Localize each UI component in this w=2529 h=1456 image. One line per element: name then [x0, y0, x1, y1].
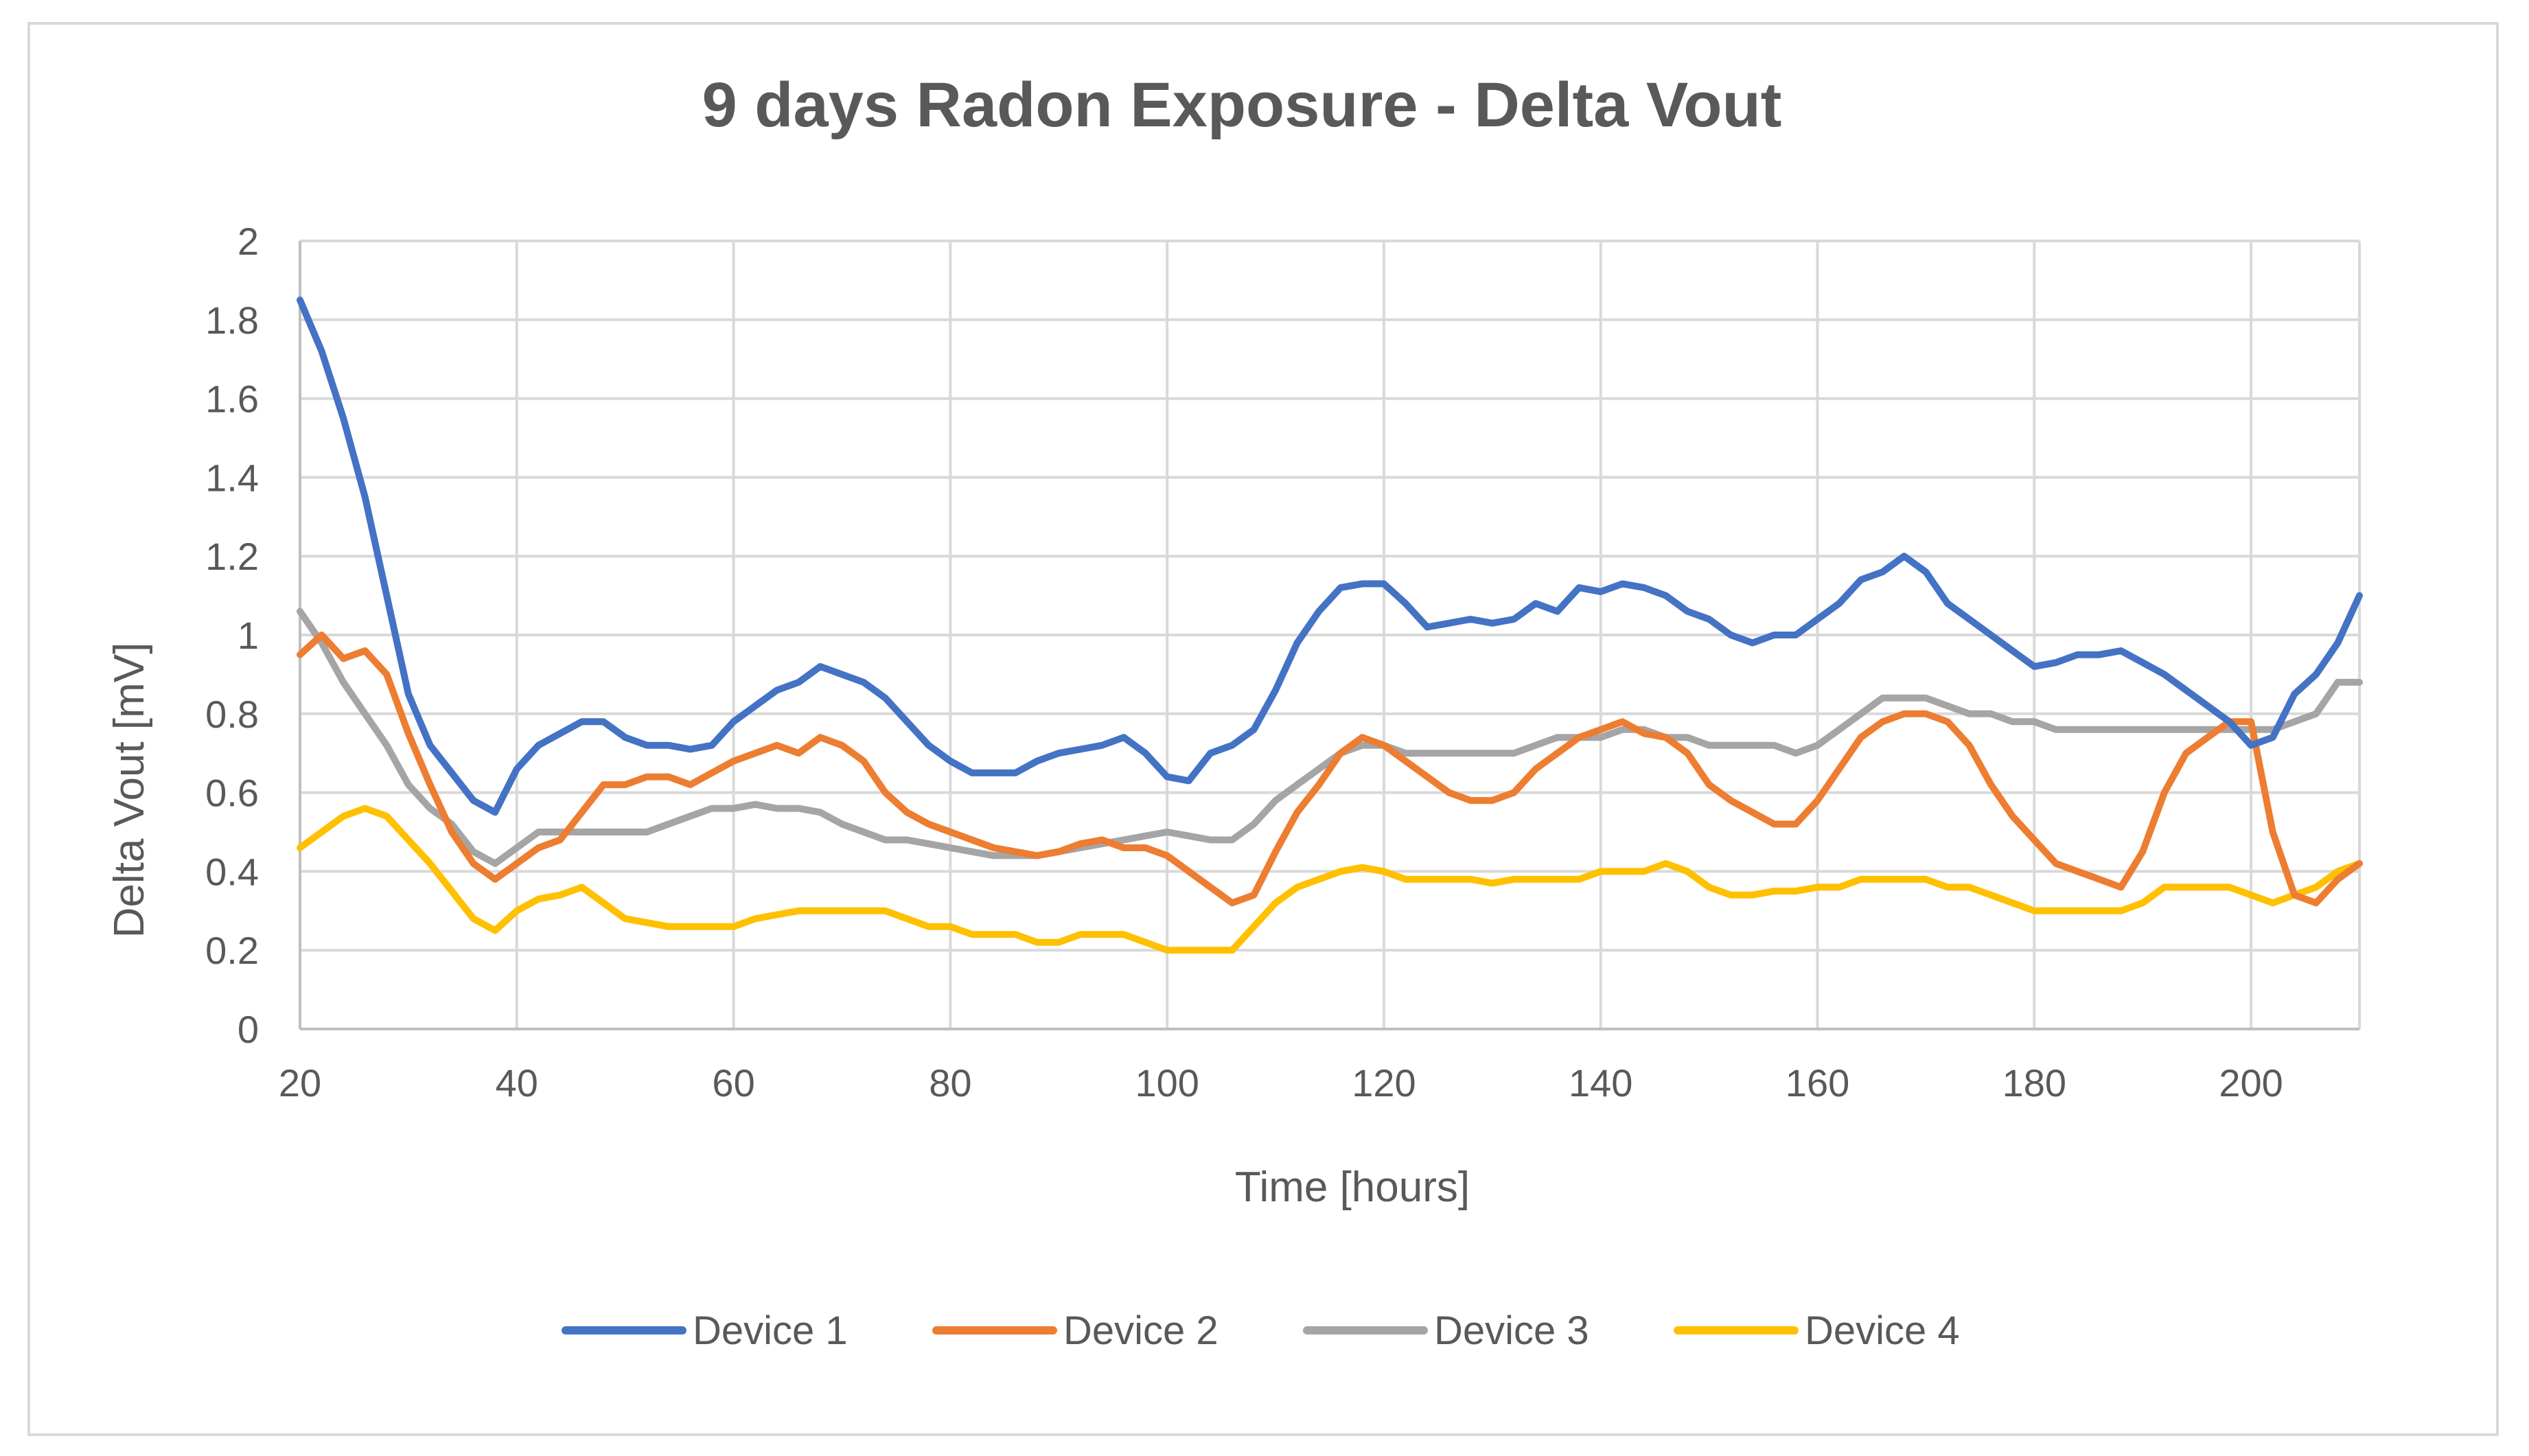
y-tick-label: 0.6: [205, 772, 259, 815]
legend-label: Device 3: [1434, 1308, 1589, 1353]
y-tick-label: 2: [238, 220, 259, 263]
x-tick-label: 40: [496, 1061, 538, 1105]
x-tick-label: 60: [712, 1061, 754, 1105]
y-tick-label: 1.6: [205, 378, 259, 421]
series-layer: [297, 297, 2363, 954]
legend[interactable]: Device 1 Device 2 Device 3 Device 4: [562, 1308, 1960, 1353]
legend-label: Device 4: [1805, 1308, 1960, 1353]
y-tick-label: 1.4: [205, 456, 259, 499]
series-line-device-2: [297, 632, 2363, 907]
y-tick-label: 1.2: [205, 535, 259, 578]
legend-label: Device 2: [1063, 1308, 1219, 1353]
legend-item-device-1[interactable]: Device 1: [562, 1308, 848, 1353]
legend-item-device-2[interactable]: Device 2: [932, 1308, 1219, 1353]
y-tick-label: 0: [238, 1008, 259, 1051]
x-tick-label: 140: [1569, 1061, 1632, 1105]
y-axis-ticks: 0 0.2 0.4 0.6 0.8 1 1.2 1.4 1.6 1.8 2: [205, 220, 259, 1051]
y-tick-label: 1.8: [205, 299, 259, 342]
y-axis-label: Delta Vout [mV]: [106, 643, 153, 938]
legend-item-device-3[interactable]: Device 3: [1303, 1308, 1589, 1353]
x-tick-label: 200: [2219, 1061, 2283, 1105]
y-tick-label: 0.2: [205, 929, 259, 972]
x-axis-label: Time [hours]: [1235, 1164, 1470, 1211]
x-tick-label: 180: [2002, 1061, 2066, 1105]
line-chart: 9 days Radon Exposure - Delta Vout 00.20…: [106, 70, 2363, 1353]
x-tick-label: 120: [1352, 1061, 1416, 1105]
y-tick-label: 1: [238, 614, 259, 657]
legend-label: Device 1: [693, 1308, 848, 1353]
series-line-device-1: [297, 297, 2363, 816]
x-tick-label: 100: [1135, 1061, 1199, 1105]
series-line-device-4: [297, 805, 2363, 954]
x-tick-label: 20: [279, 1061, 321, 1105]
legend-item-device-4[interactable]: Device 4: [1674, 1308, 1960, 1353]
x-tick-label: 80: [929, 1061, 971, 1105]
chart-frame: 9 days Radon Exposure - Delta Vout 0 0.2 0…: [27, 22, 2499, 1436]
x-tick-label: 160: [1786, 1061, 1849, 1105]
chart-title: 9 days Radon Exposure - Delta Vout: [702, 70, 1782, 140]
y-tick-label: 0.4: [205, 850, 259, 893]
gridlines: [300, 240, 2361, 1029]
axes: [299, 241, 2359, 1030]
x-axis-ticks: 20 40 60 80 100 120 140 160 180 200: [279, 1061, 2283, 1105]
series-line-device-3: [297, 608, 2363, 867]
y-tick-label: 0.8: [205, 693, 259, 736]
